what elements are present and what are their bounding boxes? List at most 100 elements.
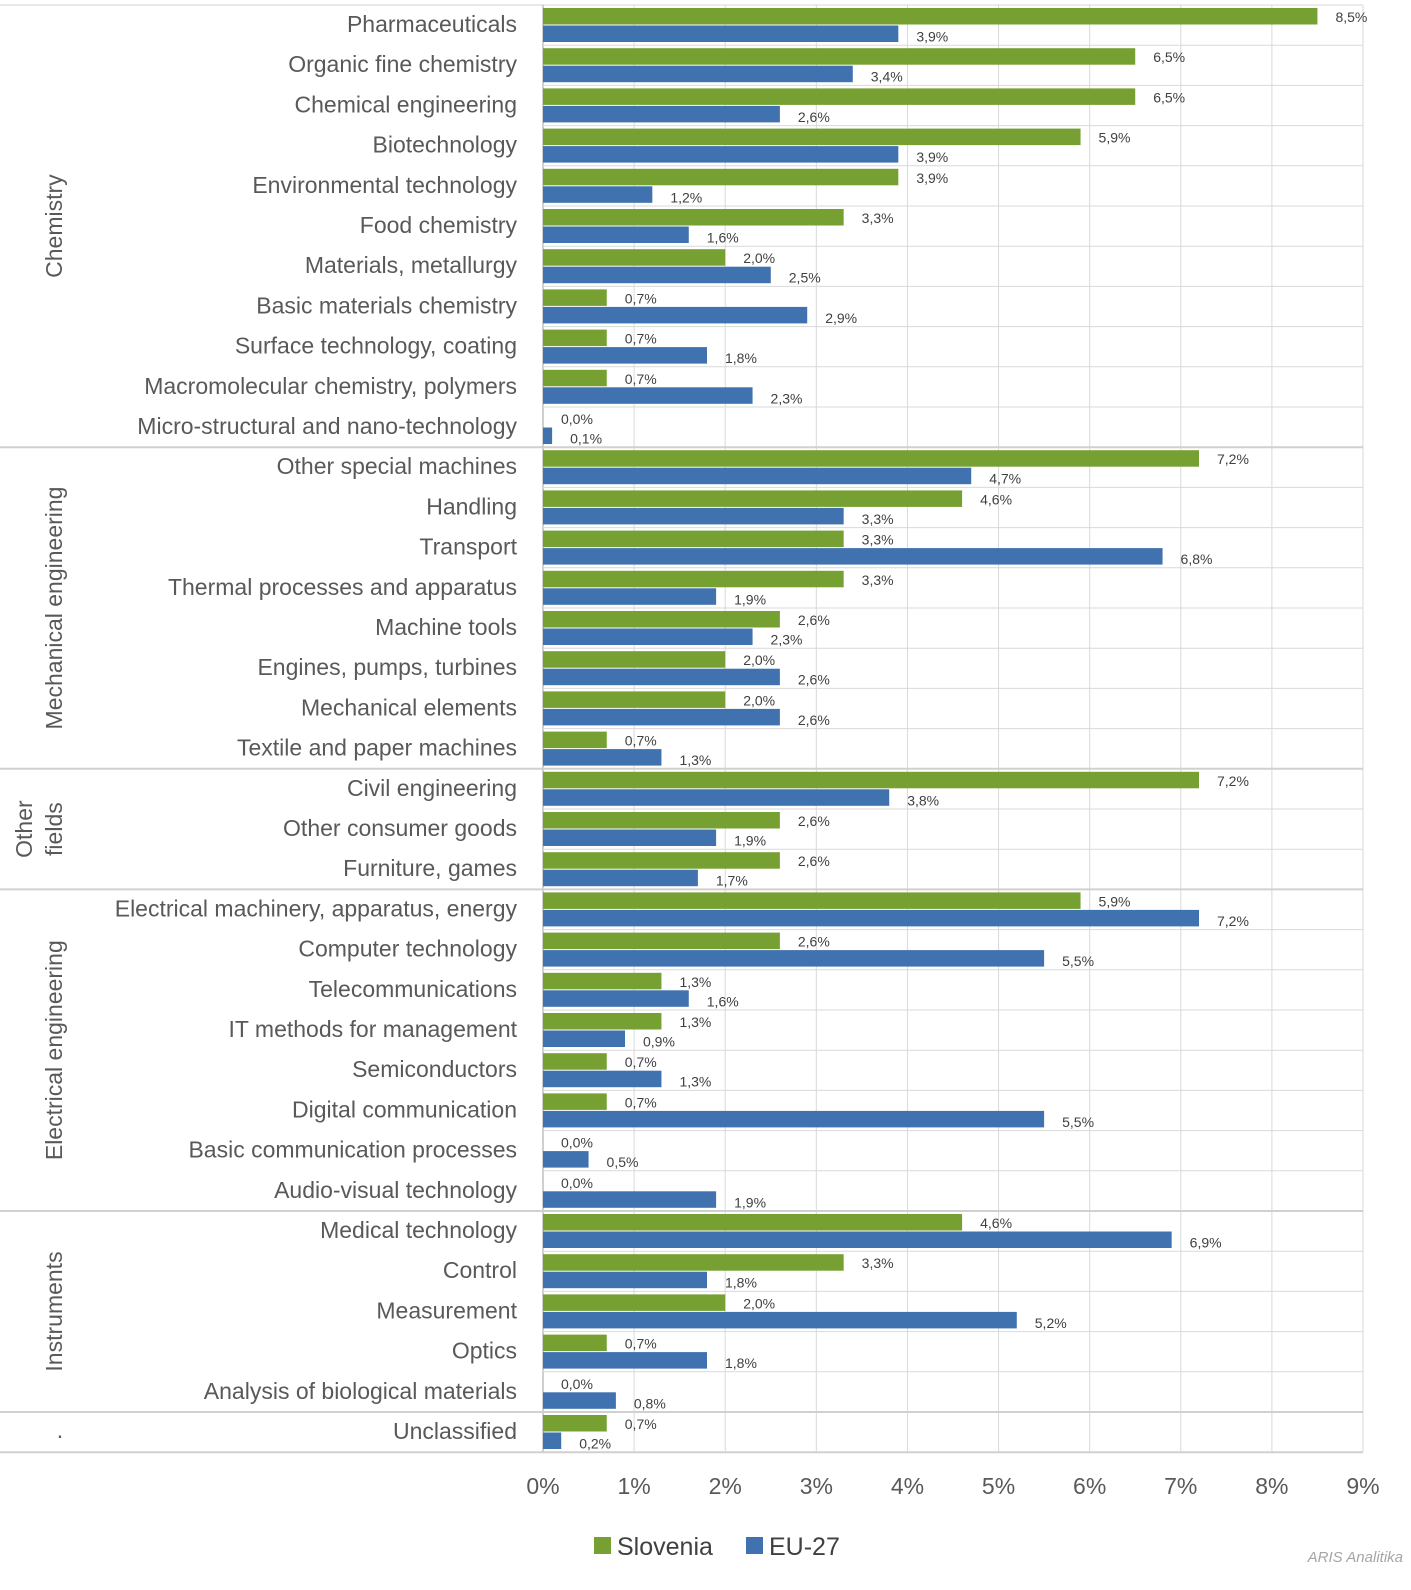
category-label: Medical technology [320,1217,517,1243]
value-label-eu27: 3,8% [907,792,939,808]
value-label-eu27: 1,9% [734,833,766,849]
bar-slovenia [543,450,1199,467]
bar-slovenia [543,972,662,990]
bar-slovenia [543,369,607,387]
bar-eu27 [543,789,890,806]
category-label: Analysis of biological materials [204,1378,517,1404]
bar-eu27 [543,1070,662,1088]
category-label: Machine tools [375,614,517,640]
bar-slovenia [543,209,844,226]
value-label-slovenia: 3,3% [862,210,894,226]
value-label-eu27: 1,6% [707,230,739,246]
bar-slovenia [543,1093,607,1110]
bar-eu27 [543,105,780,123]
bar-slovenia [543,892,1081,909]
category-label: Computer technology [298,936,517,962]
bar-eu27 [543,266,771,284]
bar-eu27 [543,1231,1172,1248]
value-label-eu27: 1,3% [679,1074,711,1090]
bar-slovenia [543,812,780,829]
bar-slovenia [543,651,726,668]
value-label-slovenia: 5,9% [1099,130,1131,146]
bar-slovenia [543,1334,607,1352]
value-label-slovenia: 4,6% [980,1215,1012,1231]
category-label: Micro-structural and nano-technology [137,413,517,439]
value-label-slovenia: 4,6% [980,491,1012,507]
bar-slovenia [543,691,726,708]
bar-eu27 [543,226,689,243]
legend-label-slovenia: Slovenia [617,1533,713,1561]
bar-eu27 [543,588,717,605]
group-labels: Chemistry Mechanical engineering Other fiel… [11,174,67,1443]
bar-eu27 [543,909,1199,927]
value-label-slovenia: 0,7% [625,733,657,749]
value-label-slovenia: 0,0% [561,1376,593,1392]
value-label-slovenia: 2,6% [798,612,830,628]
bars [543,8,1318,1449]
value-label-eu27: 1,8% [725,1275,757,1291]
category-label: Engines, pumps, turbines [257,654,517,680]
value-label-eu27: 2,3% [771,632,803,648]
category-label: Food chemistry [360,212,518,238]
value-label-eu27: 6,8% [1181,551,1213,567]
value-label-slovenia: 0,7% [625,371,657,387]
value-label-slovenia: 6,5% [1153,89,1185,105]
bar-slovenia [543,168,899,186]
bar-slovenia [543,1053,607,1070]
group-label: fields [41,802,67,856]
value-label-eu27: 2,6% [798,109,830,125]
bar-slovenia [543,1214,963,1231]
value-label-eu27: 2,6% [798,672,830,688]
bar-eu27 [543,347,707,364]
group-label: Mechanical engineering [41,487,67,730]
category-label: Organic fine chemistry [288,51,517,77]
bar-eu27 [543,668,780,686]
bar-slovenia [543,530,844,548]
value-label-eu27: 3,4% [871,69,903,85]
value-label-eu27: 3,9% [916,149,948,165]
category-labels: Pharmaceuticals Organic fine chemistry Che… [115,11,518,1444]
bar-eu27 [543,749,662,766]
value-label-eu27: 1,2% [670,189,702,205]
bar-eu27 [543,1432,562,1449]
category-label: Audio-visual technology [274,1177,517,1203]
value-label-slovenia: 0,0% [561,411,593,427]
bar-eu27 [543,1392,616,1409]
bar-slovenia [543,1254,844,1271]
x-tick-label: 6% [1073,1473,1106,1499]
value-label-slovenia: 6,5% [1153,49,1185,65]
bar-eu27 [543,1030,625,1047]
group-label: . [57,1417,63,1443]
category-label: Optics [452,1338,517,1364]
x-tick-label: 5% [982,1473,1015,1499]
bar-eu27 [543,950,1045,967]
bar-eu27 [543,548,1163,565]
category-label: Civil engineering [347,775,517,801]
category-label: Measurement [376,1297,517,1323]
bar-slovenia [543,8,1318,25]
bar-slovenia [543,611,780,628]
category-label: Chemical engineering [295,91,517,117]
category-label: Digital communication [292,1096,517,1122]
credit-text: ARIS Analitika [1307,1549,1403,1566]
value-label-slovenia: 7,2% [1217,451,1249,467]
bar-eu27 [543,186,653,203]
value-labels: 8,5% 3,9% 6,5% 3,4% 6,5% 2,6% 5,9% 3,9% 3,9% 1,2%… [561,9,1367,1452]
category-label: Macromolecular chemistry, polymers [144,373,517,399]
value-label-slovenia: 2,6% [798,934,830,950]
x-tick-label: 7% [1164,1473,1197,1499]
value-label-slovenia: 0,7% [625,1094,657,1110]
bar-slovenia [543,771,1199,789]
group-label: Chemistry [41,174,67,278]
value-label-slovenia: 3,3% [862,572,894,588]
category-label: Environmental technology [252,172,517,198]
value-label-eu27: 0,1% [570,431,602,447]
value-label-slovenia: 3,3% [862,1255,894,1271]
value-label-slovenia: 3,3% [862,532,894,548]
bar-slovenia [543,731,607,749]
x-tick-label: 0% [526,1473,559,1499]
category-label: Pharmaceuticals [347,11,517,37]
category-label: Transport [419,534,517,560]
value-label-eu27: 7,2% [1217,913,1249,929]
